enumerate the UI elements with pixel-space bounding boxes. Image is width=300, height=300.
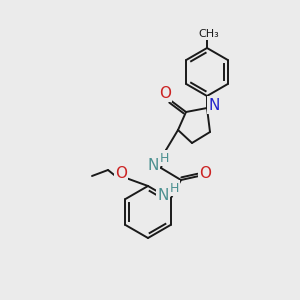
Text: O: O xyxy=(159,85,171,100)
Text: N: N xyxy=(147,158,159,172)
Text: N: N xyxy=(157,188,169,202)
Text: O: O xyxy=(199,166,211,181)
Text: N: N xyxy=(208,98,220,112)
Text: H: H xyxy=(159,152,169,164)
Text: O: O xyxy=(115,167,127,182)
Text: CH₃: CH₃ xyxy=(199,29,219,39)
Text: H: H xyxy=(169,182,179,194)
